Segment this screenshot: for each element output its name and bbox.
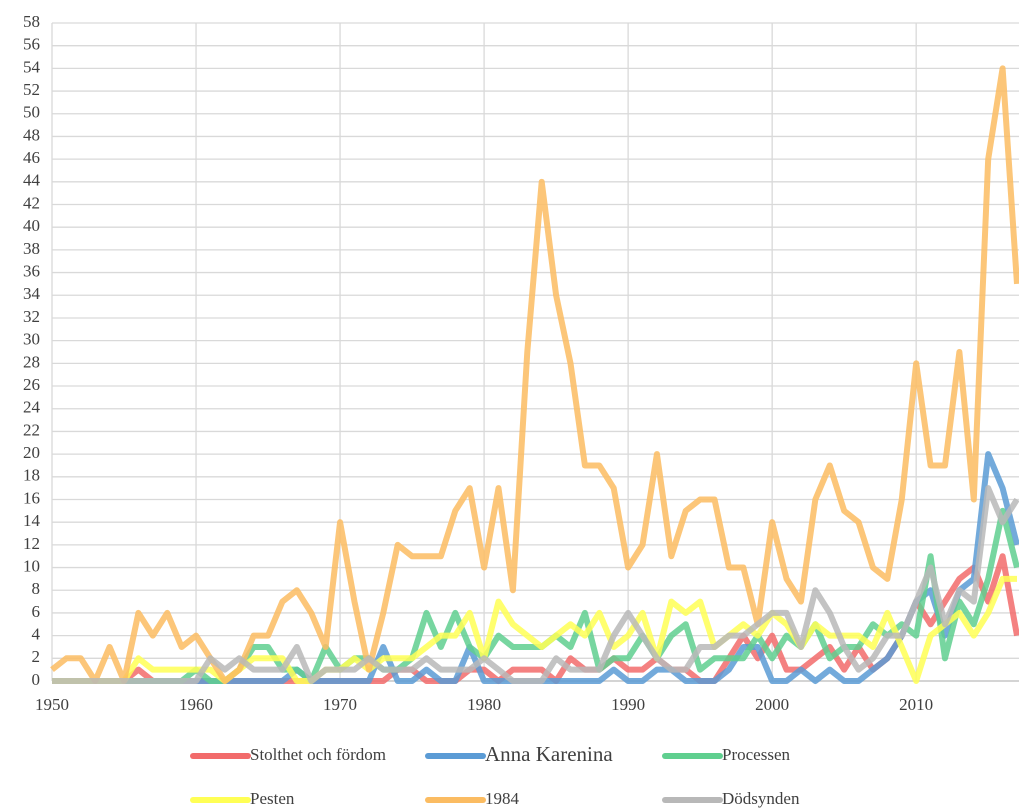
y-tick-label: 4 <box>32 625 41 644</box>
y-tick-label: 14 <box>23 511 41 530</box>
y-tick-label: 2 <box>32 647 41 666</box>
y-tick-label: 32 <box>23 307 40 326</box>
legend-label: Processen <box>722 745 790 764</box>
y-tick-label: 48 <box>23 125 40 144</box>
legend-label: Stolthet och fördom <box>250 745 386 764</box>
x-tick-label: 1990 <box>611 695 645 714</box>
y-tick-label: 50 <box>23 103 40 122</box>
y-tick-label: 16 <box>23 488 40 507</box>
y-tick-label: 38 <box>23 239 40 258</box>
x-tick-label: 1950 <box>35 695 69 714</box>
legend-label: Dödsynden <box>722 789 800 808</box>
series-line <box>52 485 1019 684</box>
y-tick-label: 36 <box>23 261 40 280</box>
y-tick-label: 24 <box>23 398 41 417</box>
series-line <box>50 65 1019 684</box>
y-tick-label: 18 <box>23 466 40 485</box>
x-tick-label: 2000 <box>755 695 789 714</box>
y-tick-label: 58 <box>23 12 40 31</box>
series-line <box>52 507 1019 684</box>
y-tick-label: 56 <box>23 35 40 54</box>
series-line <box>52 575 1017 684</box>
legend-label: Pesten <box>250 789 295 808</box>
y-tick-label: 30 <box>23 330 40 349</box>
y-tick-label: 54 <box>23 57 41 76</box>
y-tick-label: 28 <box>23 352 40 371</box>
y-tick-label: 44 <box>23 171 41 190</box>
y-tick-label: 20 <box>23 443 40 462</box>
y-tick-label: 12 <box>23 534 40 553</box>
x-tick-label: 1960 <box>179 695 213 714</box>
y-tick-label: 0 <box>32 670 41 689</box>
x-tick-label: 1970 <box>323 695 357 714</box>
legend-label: 1984 <box>485 789 520 808</box>
y-tick-label: 52 <box>23 80 40 99</box>
y-tick-label: 22 <box>23 420 40 439</box>
y-tick-label: 10 <box>23 556 40 575</box>
y-tick-label: 42 <box>23 193 40 212</box>
x-tick-label: 2010 <box>899 695 933 714</box>
legend-label: Anna Karenina <box>485 742 613 766</box>
y-tick-label: 26 <box>23 375 40 394</box>
x-tick-label: 1980 <box>467 695 501 714</box>
y-tick-label: 40 <box>23 216 40 235</box>
plot-area <box>50 65 1019 684</box>
y-tick-label: 46 <box>23 148 40 167</box>
y-tick-label: 6 <box>32 602 41 621</box>
y-tick-label: 34 <box>23 284 41 303</box>
y-tick-label: 8 <box>32 579 41 598</box>
